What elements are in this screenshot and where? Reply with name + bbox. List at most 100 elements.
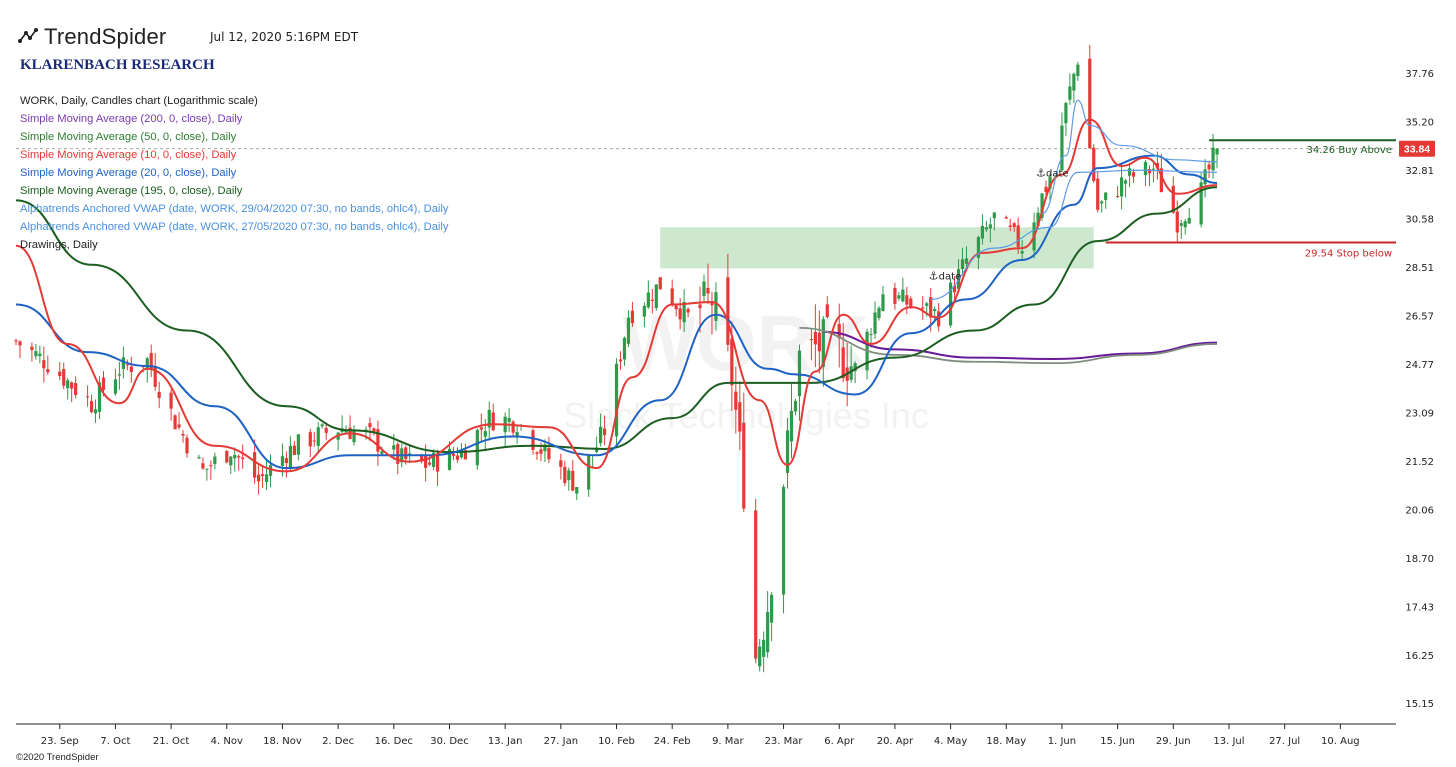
candle[interactable] xyxy=(38,353,42,357)
candle[interactable] xyxy=(1183,221,1187,228)
candle[interactable] xyxy=(89,401,94,413)
candle[interactable] xyxy=(229,456,233,466)
candle[interactable] xyxy=(1008,225,1012,227)
candle[interactable] xyxy=(1179,223,1183,226)
legend-item[interactable]: Simple Moving Average (195, 0, close), D… xyxy=(20,185,243,197)
candle[interactable] xyxy=(571,471,575,491)
candle[interactable] xyxy=(698,304,702,309)
candle[interactable] xyxy=(209,465,213,467)
candle[interactable] xyxy=(1159,168,1163,193)
legend-item[interactable]: Simple Moving Average (200, 0, close), D… xyxy=(20,113,243,125)
candle[interactable] xyxy=(853,363,857,372)
candle[interactable] xyxy=(706,287,710,294)
candle[interactable] xyxy=(960,259,965,270)
candle[interactable] xyxy=(789,410,794,442)
candle[interactable] xyxy=(392,445,396,450)
candle[interactable] xyxy=(74,383,78,396)
candle[interactable] xyxy=(614,363,619,437)
candle[interactable] xyxy=(1004,217,1008,219)
indicator-line[interactable] xyxy=(823,330,1218,360)
candle[interactable] xyxy=(817,332,821,352)
candle[interactable] xyxy=(881,294,885,312)
candle[interactable] xyxy=(451,453,456,456)
candle[interactable] xyxy=(483,431,487,437)
candle[interactable] xyxy=(678,308,682,320)
candle[interactable] xyxy=(602,428,607,436)
candle[interactable] xyxy=(1104,192,1108,200)
candle[interactable] xyxy=(101,377,106,390)
indicator-line[interactable] xyxy=(15,154,1218,470)
candle[interactable] xyxy=(58,371,62,377)
candle[interactable] xyxy=(587,455,591,490)
candle[interactable] xyxy=(1171,185,1175,213)
candle[interactable] xyxy=(1187,217,1191,224)
candle[interactable] xyxy=(873,312,877,334)
candle[interactable] xyxy=(149,352,153,371)
candle[interactable] xyxy=(396,444,400,464)
candle[interactable] xyxy=(793,400,798,412)
candle[interactable] xyxy=(849,366,853,380)
candle[interactable] xyxy=(992,212,996,219)
candle[interactable] xyxy=(515,431,519,437)
candle[interactable] xyxy=(901,289,905,302)
candle[interactable] xyxy=(893,287,897,304)
candle[interactable] xyxy=(292,445,296,455)
candle[interactable] xyxy=(837,323,841,339)
candle[interactable] xyxy=(933,309,937,312)
indicator-line[interactable] xyxy=(15,118,1218,473)
candle[interactable] xyxy=(754,510,758,659)
candle[interactable] xyxy=(762,639,766,657)
candle[interactable] xyxy=(921,307,925,309)
candle[interactable] xyxy=(201,463,205,469)
candle[interactable] xyxy=(575,486,579,494)
candle[interactable] xyxy=(726,277,730,345)
candle[interactable] xyxy=(1048,177,1052,189)
candle[interactable] xyxy=(1215,148,1219,155)
candle[interactable] xyxy=(256,474,261,482)
candle[interactable] xyxy=(1100,201,1104,204)
candle[interactable] xyxy=(475,429,479,466)
candle[interactable] xyxy=(280,456,285,466)
candle[interactable] xyxy=(233,455,237,459)
candle[interactable] xyxy=(905,295,909,305)
candle[interactable] xyxy=(877,307,881,318)
candle[interactable] xyxy=(62,369,66,386)
candle[interactable] xyxy=(925,303,929,306)
candle[interactable] xyxy=(618,359,623,362)
candle[interactable] xyxy=(1044,186,1048,192)
candle[interactable] xyxy=(567,470,571,481)
candle[interactable] xyxy=(447,448,452,470)
candle[interactable] xyxy=(710,301,714,306)
candle[interactable] xyxy=(531,430,535,450)
candle[interactable] xyxy=(344,430,348,433)
candle[interactable] xyxy=(424,455,428,468)
candle[interactable] xyxy=(352,430,356,443)
candle[interactable] xyxy=(809,339,813,341)
candle[interactable] xyxy=(435,454,440,472)
candle[interactable] xyxy=(308,432,312,447)
candle[interactable] xyxy=(797,350,802,397)
indicator-line[interactable] xyxy=(930,169,1218,301)
candle[interactable] xyxy=(1064,102,1068,124)
trendspider-logo[interactable]: TrendSpider xyxy=(16,24,166,50)
candle[interactable] xyxy=(372,428,376,433)
candle[interactable] xyxy=(559,460,563,467)
candle[interactable] xyxy=(459,450,464,458)
legend-item[interactable]: WORK, Daily, Candles chart (Logarithmic … xyxy=(20,95,258,107)
legend-item[interactable]: Alphatrends Anchored VWAP (date, WORK, 2… xyxy=(20,203,449,215)
candle[interactable] xyxy=(113,379,118,394)
legend-item[interactable]: Alphatrends Anchored VWAP (date, WORK, 2… xyxy=(20,221,449,233)
candle[interactable] xyxy=(93,409,98,414)
candle[interactable] xyxy=(642,305,646,317)
candle[interactable] xyxy=(650,299,654,301)
candle[interactable] xyxy=(225,451,229,463)
candle[interactable] xyxy=(1068,86,1072,100)
candle[interactable] xyxy=(730,338,734,386)
candle[interactable] xyxy=(288,446,293,469)
candle[interactable] xyxy=(177,424,181,428)
candle[interactable] xyxy=(185,437,189,454)
legend-item[interactable]: Simple Moving Average (10, 0, close), Da… xyxy=(20,149,237,161)
candle[interactable] xyxy=(213,456,217,465)
candle[interactable] xyxy=(316,427,320,446)
candle[interactable] xyxy=(674,305,678,310)
